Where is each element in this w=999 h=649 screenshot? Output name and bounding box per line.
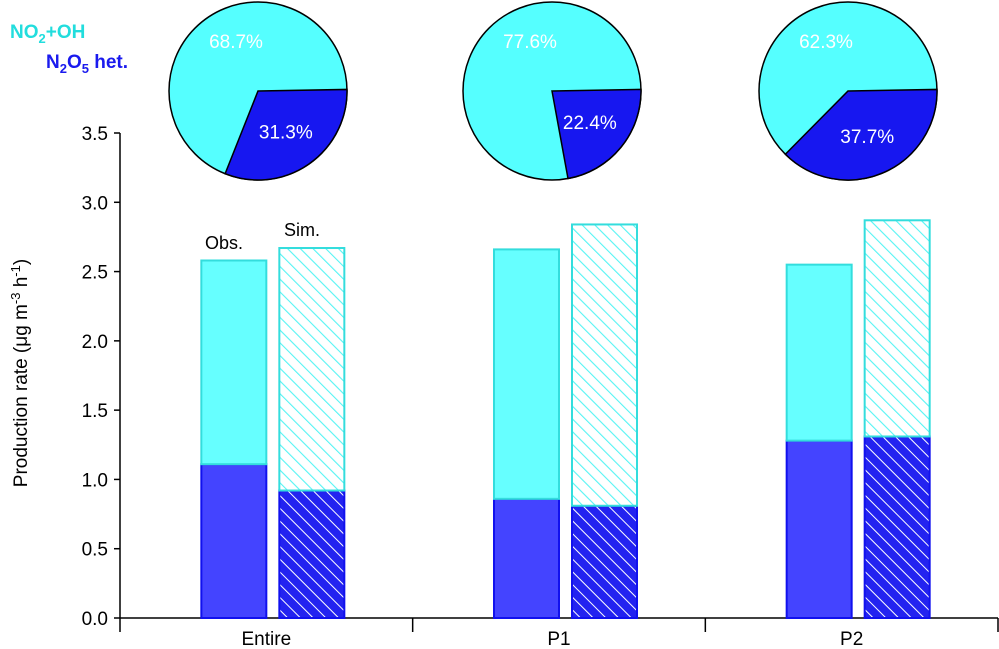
bar-sim-no2-oh (863, 219, 931, 438)
bar-sim-n2o5-het (863, 435, 931, 619)
bar-sim-no2-oh (278, 247, 346, 492)
y-tick-label: 1.5 (82, 401, 108, 422)
pie-label-no2-oh: 77.6% (503, 32, 557, 53)
pie-label-no2-oh: 68.7% (209, 32, 263, 53)
pies: 68.7% 31.3% 77.6% 22.4% 62.3% 37.7% (168, 1, 938, 181)
x-tick-label: P2 (840, 629, 863, 649)
pie-slice-n2o5-het (224, 88, 348, 181)
y-tick-label: 0.5 (82, 540, 108, 561)
y-axis-title: Production rate (μg m-3 h-1) (8, 259, 32, 487)
x-tick-label: P1 (547, 629, 570, 649)
legend-n2o5-het: N2O5 het. (46, 52, 128, 76)
pie-slice-n2o5-het (551, 88, 642, 180)
bar-obs-n2o5-het (785, 439, 853, 619)
bar-obs-n2o5-het (200, 463, 268, 619)
y-tick-label: 0.0 (82, 609, 108, 630)
bar-sim-n2o5-het (571, 504, 638, 619)
y-tick-label: 2.0 (82, 332, 108, 353)
pie-slice-n2o5-het (784, 88, 938, 181)
y-tick-label: 1.0 (82, 470, 108, 491)
x-tick-label: Entire (242, 629, 292, 649)
y-tick-label: 3.5 (82, 124, 108, 145)
pie-label-n2o5-het: 37.7% (840, 127, 894, 148)
legend: NO2+OH N2O5 het. (10, 22, 128, 76)
y-tick-label: 2.5 (82, 263, 108, 284)
bar-obs-no2-oh (785, 263, 853, 442)
pie-label-n2o5-het: 22.4% (563, 113, 617, 134)
bar-obs-no2-oh (493, 248, 560, 500)
bar-sim-no2-oh (571, 223, 638, 507)
bar-obs-n2o5-het (493, 497, 560, 620)
bar-obs-no2-oh (200, 259, 268, 466)
bar-label-obs: Obs. (205, 233, 243, 253)
bars (200, 219, 931, 620)
y-tick-label: 3.0 (82, 193, 108, 214)
pie-label-n2o5-het: 31.3% (259, 122, 313, 143)
pie-label-no2-oh: 62.3% (799, 32, 853, 53)
bar-sim-n2o5-het (278, 489, 346, 619)
legend-no2-oh: NO2+OH (10, 22, 85, 46)
bar-label-sim: Sim. (284, 220, 320, 240)
